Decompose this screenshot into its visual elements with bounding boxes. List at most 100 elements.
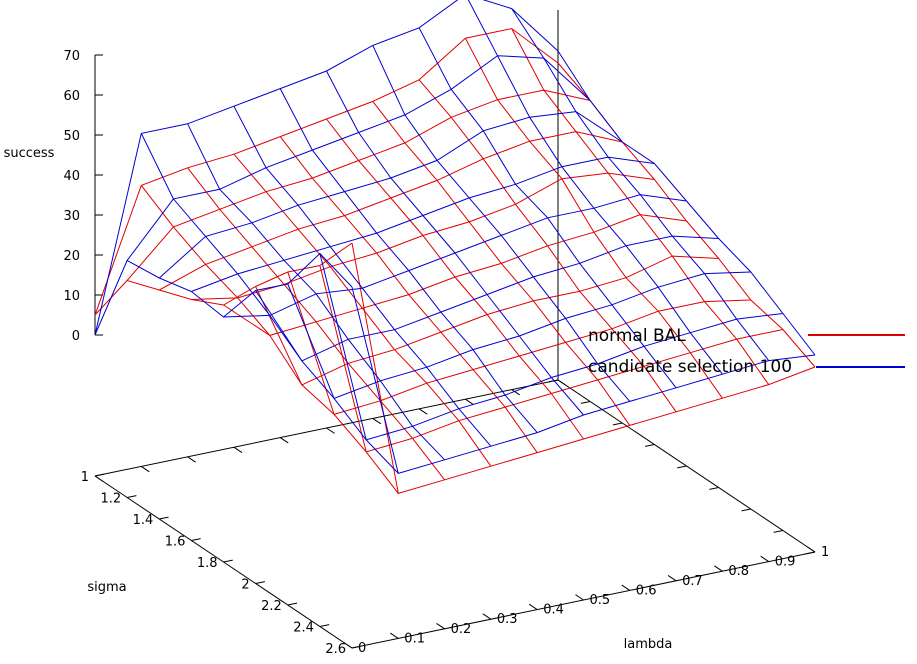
- surface-line-sigma: [418, 27, 677, 389]
- lambda-tick-mark-back: [94, 475, 104, 482]
- surface-line-sigma: [140, 185, 399, 494]
- surface-line-sigma: [233, 153, 492, 467]
- lambda-tick-mark-back: [465, 398, 474, 405]
- surface-line-sigma: [372, 45, 631, 402]
- sigma-tick-label: 1: [81, 470, 89, 485]
- surface-line-sigma: [467, 0, 723, 375]
- surface-normal-bal: [94, 28, 816, 495]
- legend: normal BAL candidate selection 100: [588, 326, 905, 377]
- sigma-tick-mark: [319, 624, 330, 627]
- lambda-tick-mark-back: [233, 446, 243, 453]
- lambda-tick-mark: [436, 623, 445, 630]
- surface-line-lambda: [126, 55, 591, 261]
- sigma-tick-mark: [127, 495, 137, 498]
- surface-line-sigma: [279, 136, 538, 453]
- sigma-tick-mark: [287, 602, 298, 606]
- sigma-tick-mark: [191, 538, 201, 541]
- surface-line-sigma: [94, 252, 353, 336]
- surface-line-sigma: [187, 123, 445, 461]
- z-tick-label: 30: [63, 209, 80, 224]
- lambda-tick-mark: [714, 565, 723, 572]
- lambda-tick-mark: [760, 555, 769, 563]
- lambda-tick-label: 0: [358, 641, 366, 656]
- lambda-tick-label: 0.1: [404, 631, 425, 646]
- sigma-tick-mark-right: [709, 487, 719, 490]
- lambda-tick-mark: [621, 584, 631, 591]
- lambda-tick-label: 0.2: [451, 622, 472, 637]
- z-tick-label: 40: [63, 169, 80, 184]
- surface-line-sigma: [464, 37, 723, 399]
- sigma-tick-mark-right: [805, 551, 816, 555]
- sigma-tick-label: 1.6: [165, 535, 186, 550]
- sigma-tick-label: 2.2: [261, 599, 282, 614]
- surface-line-sigma: [326, 70, 584, 416]
- z-axis-title: success: [4, 146, 55, 161]
- lambda-tick-mark: [667, 575, 677, 582]
- lambda-tick-mark: [806, 546, 816, 553]
- legend-label-candidate-selection: candidate selection 100: [588, 357, 792, 377]
- sigma-tick-mark-right: [580, 401, 591, 404]
- surface-line-lambda: [223, 194, 687, 318]
- z-tick-label: 60: [63, 89, 80, 104]
- lambda-tick-mark-back: [511, 389, 521, 396]
- lambda-tick-mark: [389, 632, 399, 639]
- surface-line-lambda: [351, 286, 816, 475]
- surface-line-sigma: [187, 167, 445, 481]
- lambda-tick-mark-back: [187, 456, 196, 463]
- lambda-tick-label: 0.7: [682, 574, 703, 589]
- surface-line-sigma: [279, 88, 538, 433]
- surface-line-sigma: [418, 79, 677, 413]
- lambda-axis-title: lambda: [624, 637, 673, 652]
- surface-line-sigma: [557, 50, 816, 356]
- sigma-tick-mark: [159, 516, 169, 520]
- lambda-tick-mark-back: [279, 437, 289, 444]
- lambda-tick-mark-back: [326, 427, 335, 434]
- sigma-tick-mark-right: [773, 530, 783, 533]
- surface-candidate-selection: [94, 0, 816, 475]
- sigma-tick-label: 2.6: [325, 642, 346, 657]
- sigma-tick-label: 1.2: [100, 492, 121, 507]
- sigma-tick-mark: [351, 645, 362, 649]
- sigma-tick-mark: [94, 473, 105, 477]
- lambda-tick-label: 0.3: [497, 612, 518, 627]
- lambda-tick-mark: [575, 594, 584, 601]
- surface-line-lambda: [223, 214, 687, 336]
- lambda-tick-label: 0.6: [636, 583, 657, 598]
- lambda-tick-mark: [482, 613, 492, 620]
- sigma-tick-label: 1.8: [197, 556, 218, 571]
- surface-line-lambda: [94, 0, 559, 336]
- lambda-tick-label: 1: [821, 545, 829, 560]
- sigma-tick-label: 2.4: [293, 621, 314, 636]
- sigma-tick-mark: [255, 581, 265, 584]
- lambda-tick-label: 0.8: [728, 564, 749, 579]
- sigma-tick-label: 2: [241, 578, 249, 593]
- surface-line-lambda: [126, 89, 591, 281]
- z-tick-label: 20: [63, 249, 80, 264]
- sigma-tick-mark-right: [645, 444, 655, 447]
- lambda-tick-mark-back: [372, 417, 382, 425]
- z-tick-label: 0: [72, 329, 80, 344]
- surface-line-sigma: [511, 28, 770, 385]
- sigma-axis-title: sigma: [87, 580, 126, 595]
- lambda-tick-label: 0.4: [543, 603, 564, 618]
- sigma-tick-mark-right: [741, 508, 751, 512]
- lambda-tick-mark-back: [418, 408, 428, 415]
- z-tick-label: 50: [63, 129, 80, 144]
- z-tick-label: 70: [63, 49, 80, 64]
- sigma-tick-mark-right: [612, 422, 623, 426]
- sigma-tick-mark-right: [548, 379, 559, 383]
- surface-line-sigma: [140, 133, 399, 474]
- lambda-tick-mark-back: [557, 379, 567, 386]
- surface-line-sigma: [326, 118, 584, 440]
- sigma-tick-label: 1.4: [133, 513, 154, 528]
- lambda-tick-mark: [528, 603, 538, 611]
- lambda-tick-label: 0.5: [590, 593, 611, 608]
- surface-line-sigma: [511, 8, 770, 361]
- sigma-tick-mark-right: [677, 465, 687, 469]
- tick-labels: 0 10 20 30 40 50 60 70 0 0.1 0.2 0.3 0.4 0.5 0.6 0.7 0.8…: [63, 49, 829, 657]
- surface-line-lambda: [191, 156, 655, 292]
- legend-label-normal-bal: normal BAL: [588, 326, 686, 346]
- surface-plot: [94, 0, 816, 495]
